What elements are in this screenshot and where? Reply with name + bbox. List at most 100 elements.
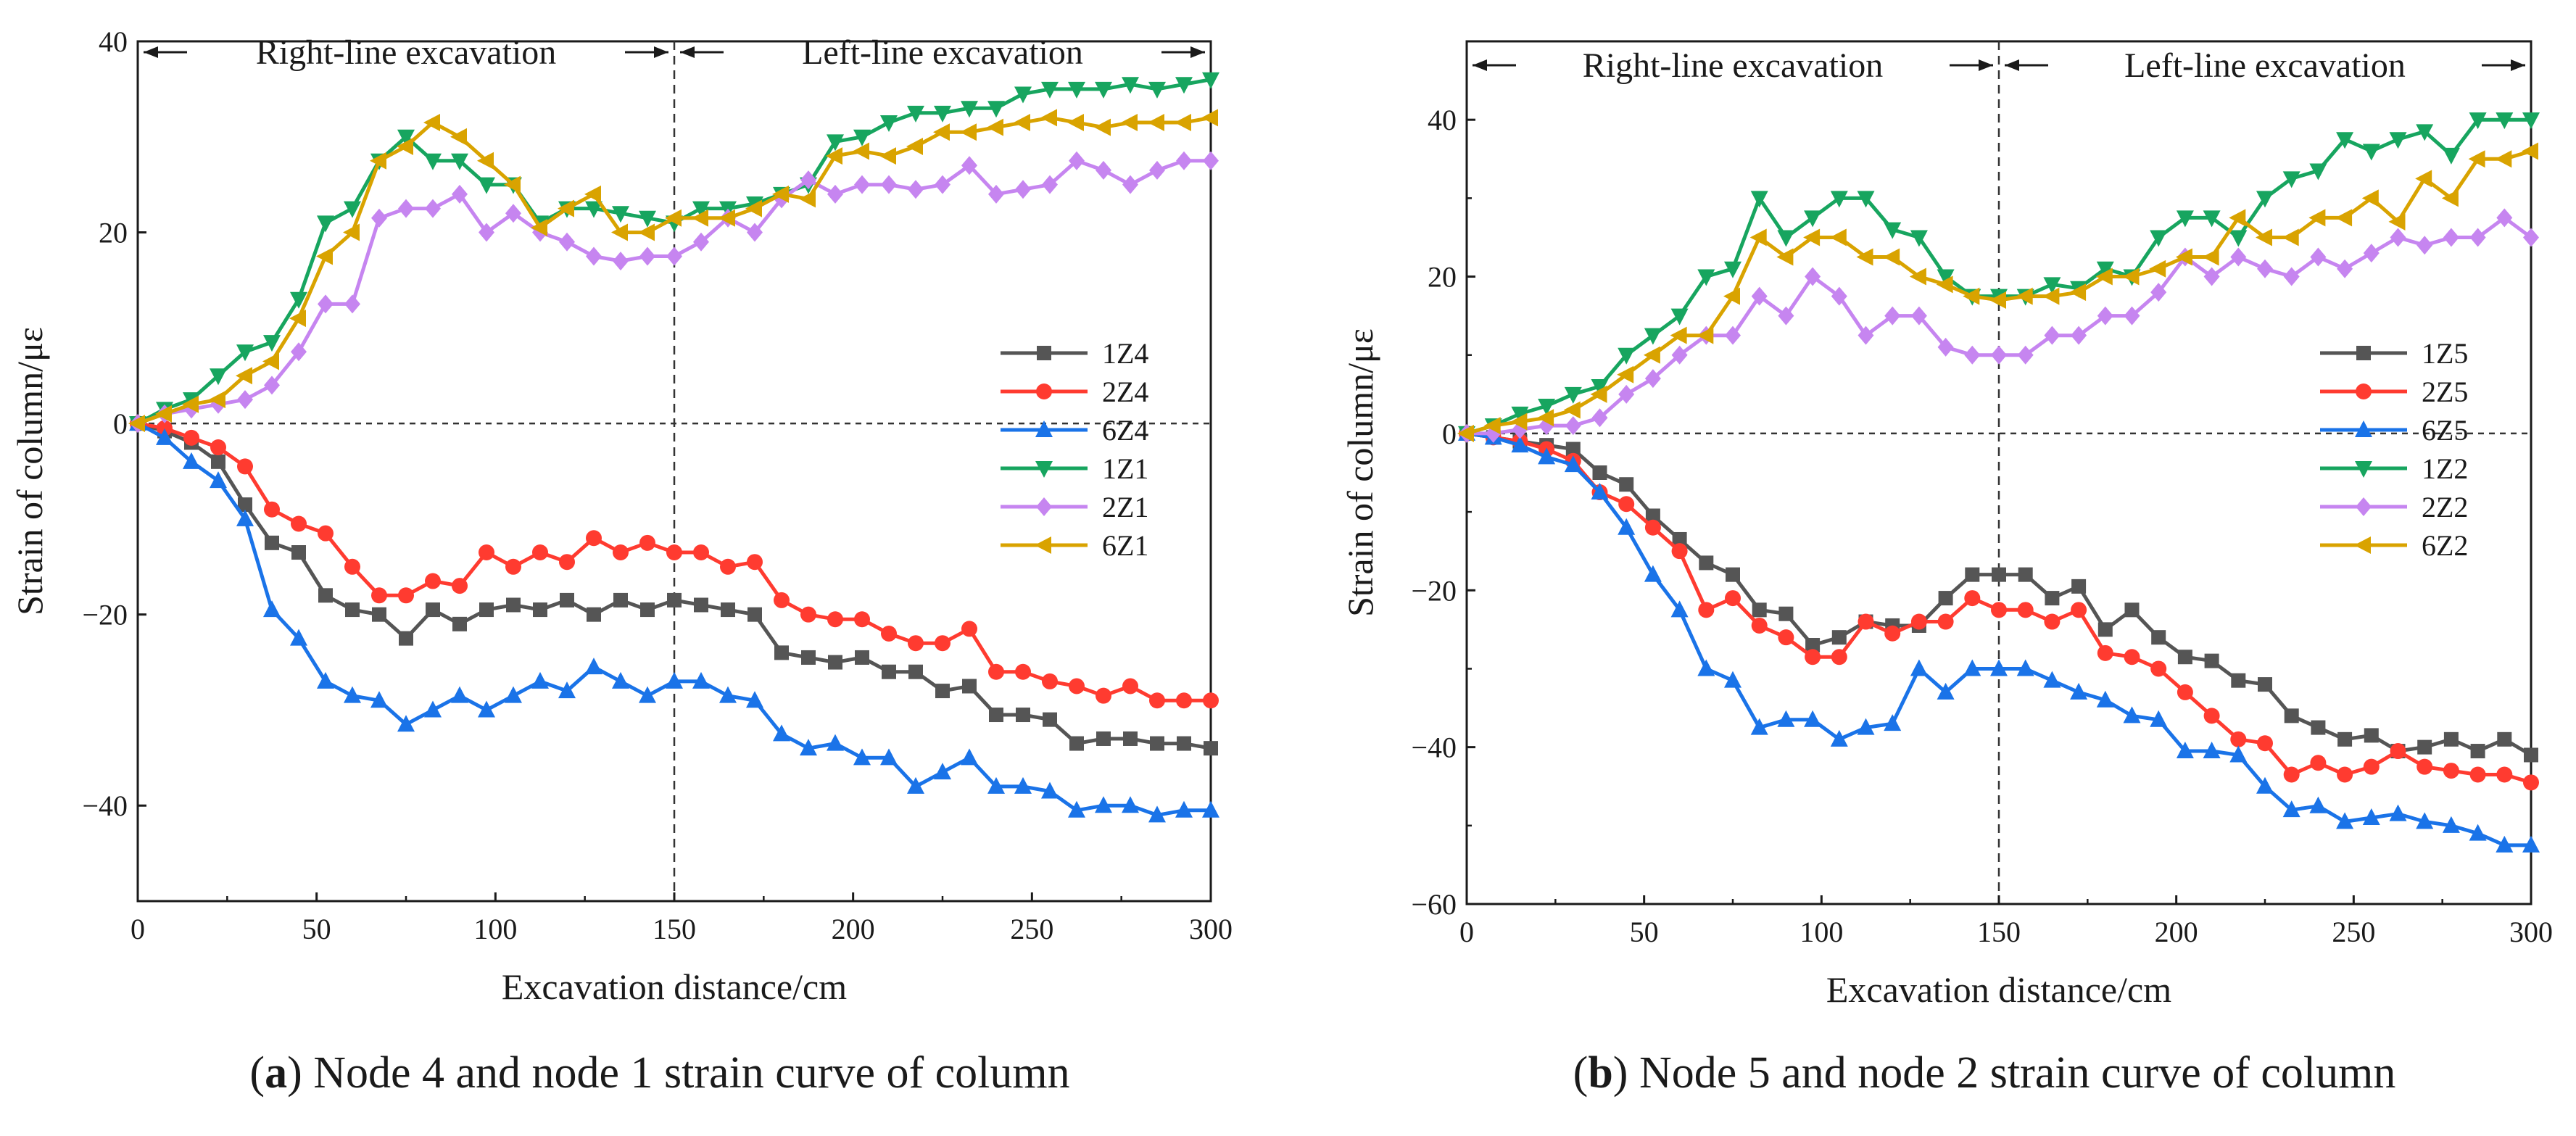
legend-label-1Z2: 1Z2 — [2422, 452, 2468, 485]
data-point-1Z4 — [479, 602, 494, 618]
x-tick-label: 150 — [653, 913, 696, 945]
data-point-6Z1 — [155, 405, 172, 423]
data-point-2Z2 — [1831, 286, 1847, 306]
data-point-2Z2 — [1618, 384, 1635, 404]
data-point-6Z1 — [370, 152, 386, 170]
data-point-1Z2 — [2229, 230, 2248, 247]
data-point-6Z5 — [2123, 706, 2141, 724]
legend-marker-6Z2 — [2354, 536, 2371, 554]
data-point-6Z2 — [1590, 385, 1607, 403]
data-point-1Z4 — [908, 664, 923, 679]
data-point-2Z4 — [1176, 692, 1192, 709]
data-point-6Z1 — [584, 185, 601, 203]
data-point-1Z5 — [2497, 731, 2512, 747]
data-point-6Z2 — [2308, 209, 2326, 227]
data-point-1Z2 — [2096, 261, 2114, 278]
data-point-6Z2 — [1617, 365, 1634, 383]
data-point-6Z4 — [773, 724, 790, 742]
data-point-2Z2 — [2044, 326, 2061, 345]
arrow-head — [680, 46, 695, 58]
data-point-6Z2 — [2468, 150, 2485, 168]
data-point-1Z5 — [1992, 567, 2006, 582]
data-point-6Z1 — [906, 137, 923, 155]
data-point-1Z2 — [2043, 277, 2061, 294]
x-tick-label: 150 — [1977, 916, 2021, 948]
data-point-2Z2 — [1991, 345, 2007, 365]
phase-label-left-line: Left-line excavation — [802, 33, 1083, 72]
data-point-2Z2 — [2416, 236, 2433, 255]
data-point-6Z2 — [1697, 326, 1714, 344]
data-point-1Z2 — [2256, 191, 2274, 208]
data-point-6Z2 — [1856, 248, 1873, 266]
data-point-6Z4 — [692, 671, 710, 689]
data-point-2Z5 — [2203, 708, 2220, 724]
data-point-2Z5 — [1698, 602, 1715, 618]
series-6Z2 — [1457, 142, 2538, 442]
data-point-6Z1 — [826, 147, 842, 165]
data-point-6Z4 — [719, 686, 737, 703]
data-point-6Z4 — [183, 452, 200, 469]
data-point-6Z5 — [2150, 710, 2168, 727]
data-point-1Z5 — [2177, 650, 2192, 665]
data-point-2Z1 — [505, 204, 521, 223]
data-point-6Z5 — [2496, 835, 2514, 853]
data-point-6Z2 — [2175, 248, 2192, 266]
data-point-1Z1 — [424, 153, 442, 170]
data-point-1Z1 — [317, 215, 334, 233]
data-point-6Z4 — [1014, 776, 1032, 794]
data-point-2Z1 — [881, 175, 897, 194]
data-point-6Z2 — [2149, 260, 2166, 278]
data-point-6Z2 — [2256, 228, 2272, 246]
data-point-2Z1 — [854, 175, 870, 194]
data-point-1Z1 — [961, 101, 978, 118]
data-point-2Z5 — [2230, 731, 2247, 747]
data-point-1Z1 — [1095, 81, 1112, 99]
data-point-6Z5 — [1963, 659, 1981, 676]
data-point-2Z1 — [559, 232, 575, 252]
data-point-1Z1 — [397, 129, 415, 146]
data-point-1Z1 — [827, 134, 844, 152]
data-point-2Z5 — [2097, 644, 2113, 661]
data-point-2Z1 — [1096, 160, 1111, 180]
data-point-6Z1 — [558, 199, 574, 217]
data-point-2Z1 — [371, 208, 387, 228]
data-point-2Z5 — [1778, 629, 1794, 646]
data-point-2Z4 — [1149, 692, 1165, 709]
data-point-1Z5 — [2364, 728, 2379, 743]
data-point-6Z1 — [236, 367, 252, 385]
data-point-1Z5 — [1965, 567, 1980, 582]
y-axis-label: Strain of column/με — [9, 327, 50, 615]
data-point-2Z4 — [613, 544, 629, 561]
data-point-2Z2 — [2469, 228, 2486, 247]
data-point-6Z5 — [2469, 824, 2487, 841]
data-point-2Z5 — [2443, 763, 2459, 779]
data-point-1Z4 — [560, 592, 574, 608]
data-point-6Z2 — [1457, 424, 1474, 442]
legend-label-6Z4: 6Z4 — [1102, 414, 1148, 447]
legend-label-2Z4: 2Z4 — [1102, 376, 1148, 408]
y-axis-label: Strain of column/με — [1340, 328, 1380, 617]
data-point-1Z4 — [721, 602, 735, 618]
legend-marker-1Z5 — [2356, 346, 2371, 360]
data-point-1Z5 — [1778, 606, 1794, 621]
data-point-6Z1 — [343, 223, 360, 241]
phase-label-left-line: Left-line excavation — [2124, 46, 2406, 85]
data-point-2Z4 — [237, 458, 253, 475]
data-point-2Z1 — [452, 184, 468, 204]
data-point-2Z5 — [1991, 602, 2007, 618]
data-point-2Z5 — [1964, 590, 1981, 607]
data-point-1Z2 — [2309, 163, 2327, 181]
data-point-1Z1 — [1122, 77, 1139, 94]
data-point-1Z5 — [1565, 441, 1581, 457]
data-point-1Z5 — [1619, 477, 1634, 492]
data-point-2Z1 — [1042, 175, 1058, 194]
data-point-2Z2 — [1884, 306, 1901, 326]
data-point-2Z2 — [2337, 259, 2353, 278]
x-tick-label: 50 — [1630, 916, 1659, 948]
data-point-6Z5 — [2203, 742, 2221, 759]
data-point-1Z4 — [211, 454, 225, 469]
data-point-6Z4 — [1148, 805, 1166, 823]
data-point-6Z2 — [2335, 209, 2353, 227]
data-point-2Z4 — [908, 635, 924, 652]
caption-letter: a — [265, 1048, 287, 1098]
